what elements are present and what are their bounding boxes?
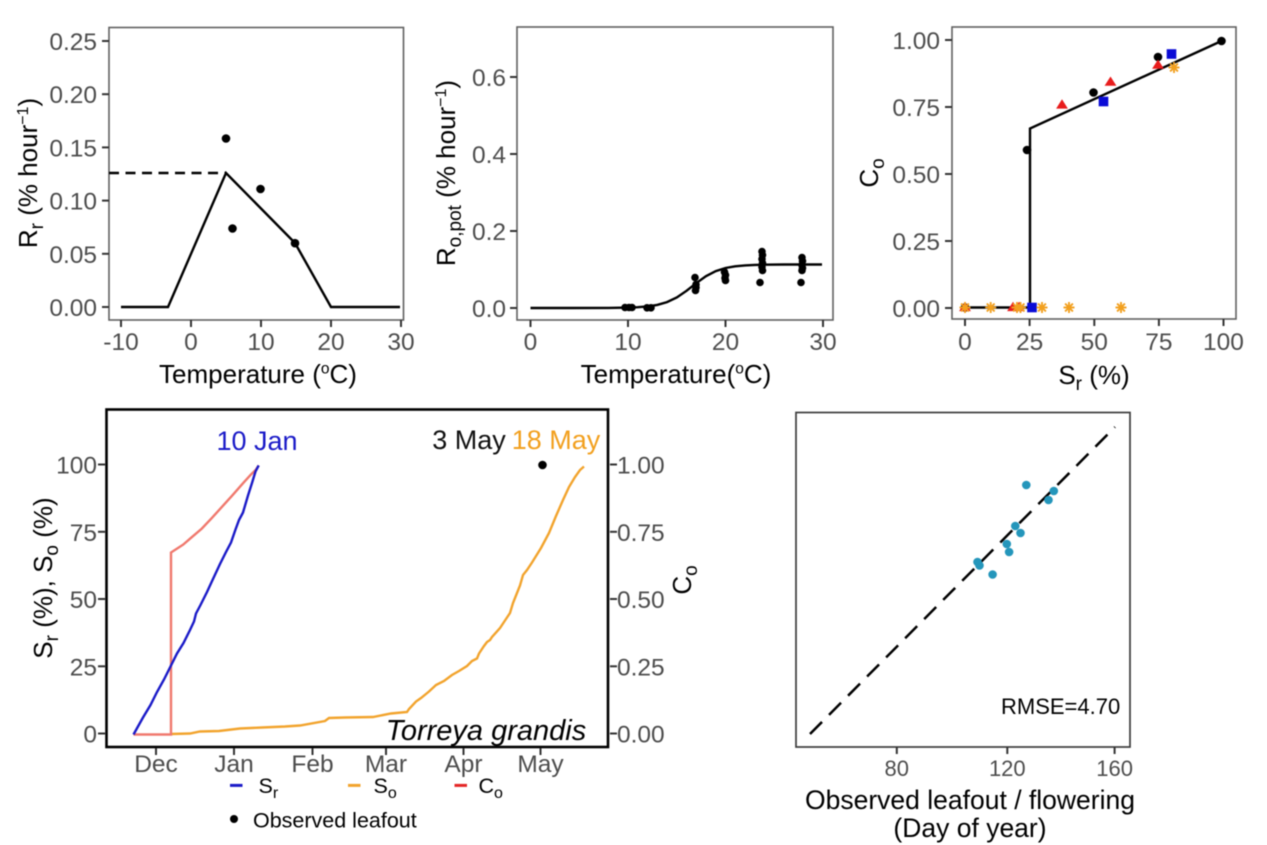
svg-text:0: 0 <box>958 329 972 356</box>
svg-text:0: 0 <box>184 329 198 356</box>
svg-text:0.25: 0.25 <box>892 229 940 256</box>
svg-text:20: 20 <box>712 329 739 356</box>
svg-text:May: May <box>517 751 564 778</box>
svg-text:25: 25 <box>1016 329 1043 356</box>
svg-text:RMSE=4.70: RMSE=4.70 <box>1001 694 1120 719</box>
svg-text:Observed leafout / flowering: Observed leafout / flowering <box>805 785 1135 815</box>
svg-text:75: 75 <box>70 520 97 547</box>
svg-text:3 May: 3 May <box>432 425 506 455</box>
svg-text:0.00: 0.00 <box>892 296 940 323</box>
svg-text:75: 75 <box>1145 329 1172 356</box>
svg-text:0.50: 0.50 <box>892 162 940 189</box>
svg-text:0.0: 0.0 <box>472 296 506 323</box>
svg-text:Ro,pot (% hour−1): Ro,pot (% hour−1) <box>431 80 466 266</box>
svg-text:(Day of year): (Day of year) <box>893 813 1046 843</box>
svg-text:0: 0 <box>524 329 538 356</box>
svg-text:0.6: 0.6 <box>472 65 506 92</box>
svg-text:0.50: 0.50 <box>617 587 665 614</box>
svg-text:0.20: 0.20 <box>49 82 97 109</box>
svg-text:Jan: Jan <box>214 751 254 778</box>
svg-text:Torreya grandis: Torreya grandis <box>386 715 586 747</box>
svg-text:25: 25 <box>70 654 97 681</box>
svg-text:Sr (%), So (%): Sr (%), So (%) <box>28 497 63 658</box>
svg-text:Sr (%): Sr (%) <box>1058 360 1129 395</box>
svg-text:Feb: Feb <box>291 751 333 778</box>
svg-text:0: 0 <box>83 722 97 749</box>
svg-text:20: 20 <box>317 329 344 356</box>
svg-text:0.25: 0.25 <box>617 654 665 681</box>
svg-text:10: 10 <box>614 329 641 356</box>
svg-text:Mar: Mar <box>365 751 407 778</box>
svg-text:0.05: 0.05 <box>49 242 97 269</box>
svg-text:30: 30 <box>387 329 414 356</box>
svg-text:0.10: 0.10 <box>49 189 97 216</box>
svg-text:30: 30 <box>809 329 836 356</box>
svg-text:Dec: Dec <box>134 751 178 778</box>
svg-text:0.00: 0.00 <box>49 295 97 322</box>
svg-text:Rr (% hour−1): Rr (% hour−1) <box>13 98 48 248</box>
svg-text:0.75: 0.75 <box>617 520 665 547</box>
svg-text:10: 10 <box>247 329 274 356</box>
svg-text:0.00: 0.00 <box>617 722 665 749</box>
svg-text:160: 160 <box>1096 756 1133 781</box>
svg-text:100: 100 <box>56 453 97 480</box>
svg-text:50: 50 <box>70 587 97 614</box>
svg-text:0.15: 0.15 <box>49 135 97 162</box>
svg-text:80: 80 <box>885 756 909 781</box>
svg-text:0.4: 0.4 <box>472 142 506 169</box>
svg-text:50: 50 <box>1081 329 1108 356</box>
svg-text:120: 120 <box>989 756 1026 781</box>
svg-text:-10: -10 <box>103 329 138 356</box>
svg-text:0.25: 0.25 <box>49 29 97 56</box>
svg-text:Observed leafout: Observed leafout <box>253 809 417 833</box>
svg-text:1.00: 1.00 <box>892 28 940 55</box>
svg-text:1.00: 1.00 <box>617 453 665 480</box>
svg-text:0.2: 0.2 <box>472 219 506 246</box>
svg-text:Apr: Apr <box>444 751 482 778</box>
svg-text:0.75: 0.75 <box>892 95 940 122</box>
svg-text:10 Jan: 10 Jan <box>216 426 297 456</box>
svg-text:100: 100 <box>1203 329 1244 356</box>
svg-text:18 May: 18 May <box>512 425 601 455</box>
